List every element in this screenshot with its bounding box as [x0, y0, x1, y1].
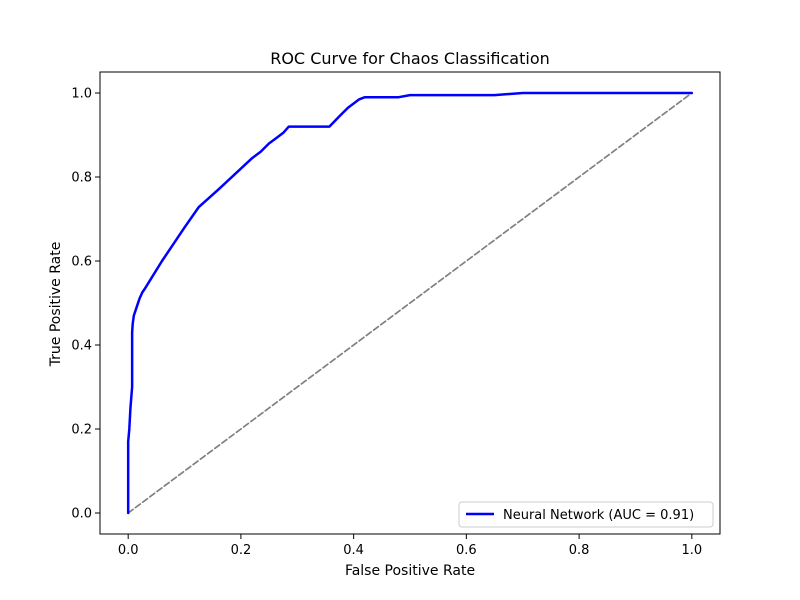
y-tick-label: 1.0	[71, 87, 92, 102]
roc-curve-neural-network	[126, 91, 694, 515]
legend-label-neural-network: Neural Network (AUC = 0.91)	[503, 508, 694, 523]
legend: Neural Network (AUC = 0.91)	[458, 501, 714, 528]
y-axis-label: True Positive Rate	[48, 242, 64, 368]
x-axis-label: False Positive Rate	[345, 563, 475, 579]
y-tick-label: 0.0	[71, 507, 92, 522]
x-tick-label: 0.4	[343, 543, 364, 558]
chart-title: ROC Curve for Chaos Classification	[270, 49, 550, 68]
y-tick-label: 0.6	[71, 255, 92, 270]
y-tick-label: 0.4	[71, 339, 92, 354]
ticks-layer: 0.0 0.2 0.4 0.6 0.8 1.0 0.0 0.2 0.4 0.6 0.8 1.0	[71, 87, 702, 559]
y-tick-label: 0.2	[71, 423, 92, 438]
x-tick-label: 0.6	[456, 543, 477, 558]
x-tick-label: 1.0	[681, 543, 702, 558]
x-tick-label: 0.0	[118, 543, 139, 558]
series-layer	[126, 91, 694, 515]
x-tick-label: 0.2	[231, 543, 252, 558]
plot-frame	[99, 71, 721, 535]
chance-diagonal-line	[127, 92, 693, 514]
y-tick-label: 0.8	[71, 171, 92, 186]
legend-box	[458, 501, 714, 528]
x-tick-label: 0.8	[569, 543, 590, 558]
